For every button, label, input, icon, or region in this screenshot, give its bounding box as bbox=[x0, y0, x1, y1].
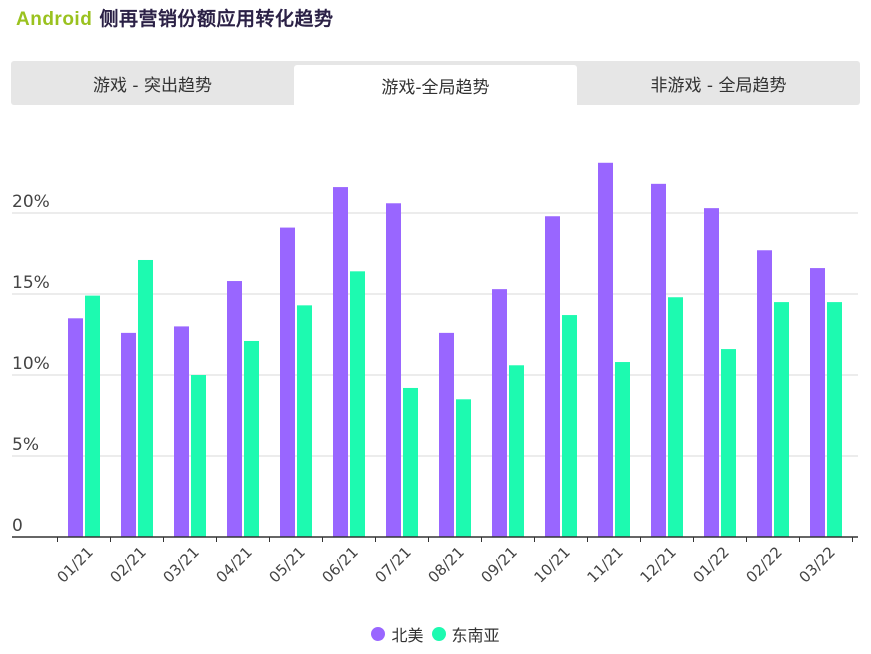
bar-north-america bbox=[227, 281, 242, 537]
bar-north-america bbox=[386, 203, 401, 537]
x-tick-label: 03/22 bbox=[796, 543, 839, 586]
legend: 北美 东南亚 bbox=[0, 622, 871, 646]
bar-north-america bbox=[174, 326, 189, 537]
tab-nongames-global[interactable]: 非游戏 - 全局趋势 bbox=[650, 75, 787, 96]
bar-southeast-asia bbox=[350, 271, 365, 537]
bar-north-america bbox=[704, 208, 719, 537]
legend-label-north-america: 北美 bbox=[391, 626, 424, 645]
x-tick-label: 01/21 bbox=[54, 543, 97, 586]
x-tick-label: 12/21 bbox=[637, 543, 680, 586]
legend-dot-southeast-asia bbox=[431, 627, 446, 641]
bar-north-america bbox=[333, 187, 348, 537]
chart-title: Android 侧再营销份额应用转化趋势 bbox=[16, 4, 333, 31]
y-tick-label: 5% bbox=[12, 435, 39, 455]
legend-item-southeast-asia[interactable]: 东南亚 bbox=[431, 622, 500, 646]
x-tick-label: 04/21 bbox=[213, 543, 256, 586]
bar-southeast-asia bbox=[456, 399, 471, 537]
bar-north-america bbox=[810, 268, 825, 537]
bar-southeast-asia bbox=[668, 297, 683, 537]
y-tick-label: 20% bbox=[12, 192, 50, 212]
legend-label-southeast-asia: 东南亚 bbox=[451, 626, 500, 645]
x-tick-label: 02/22 bbox=[743, 543, 786, 586]
bar-southeast-asia bbox=[297, 305, 312, 537]
bar-southeast-asia bbox=[562, 315, 577, 537]
x-tick-label: 09/21 bbox=[478, 543, 521, 586]
bar-north-america bbox=[651, 183, 666, 537]
bar-southeast-asia bbox=[774, 302, 789, 537]
bar-southeast-asia bbox=[615, 362, 630, 537]
tab-games-highlight[interactable]: 游戏 - 突出趋势 bbox=[93, 75, 212, 96]
x-tick-label: 02/21 bbox=[107, 543, 150, 586]
brand-label: Android bbox=[16, 9, 93, 30]
bar-southeast-asia bbox=[138, 259, 153, 537]
x-tick-label: 08/21 bbox=[425, 543, 468, 586]
x-tick-label: 05/21 bbox=[266, 543, 309, 586]
x-tick-label: 10/21 bbox=[531, 543, 574, 586]
y-tick-label: 0 bbox=[12, 516, 23, 536]
title-text: 侧再营销份额应用转化趋势 bbox=[92, 8, 334, 30]
bar-southeast-asia bbox=[85, 295, 100, 537]
x-tick-label: 01/22 bbox=[690, 543, 733, 586]
legend-item-north-america[interactable]: 北美 bbox=[371, 622, 424, 646]
bar-north-america bbox=[280, 227, 295, 537]
y-tick-label: 15% bbox=[12, 273, 50, 293]
x-tick-label: 03/21 bbox=[160, 543, 203, 586]
x-tick-label: 06/21 bbox=[319, 543, 362, 586]
tab-bar: 游戏 - 突出趋势 游戏-全局趋势 非游戏 - 全局趋势 bbox=[11, 61, 860, 105]
y-tick-label: 10% bbox=[12, 354, 50, 374]
bar-southeast-asia bbox=[244, 340, 259, 537]
bar-north-america bbox=[598, 162, 613, 537]
bar-north-america bbox=[492, 289, 507, 537]
tab-games-global[interactable]: 游戏-全局趋势 bbox=[294, 65, 577, 105]
bar-north-america bbox=[121, 332, 136, 537]
bar-north-america bbox=[68, 318, 83, 537]
bar-southeast-asia bbox=[191, 375, 206, 537]
bar-southeast-asia bbox=[403, 387, 418, 537]
bar-southeast-asia bbox=[509, 365, 524, 537]
bar-southeast-asia bbox=[827, 302, 842, 537]
legend-dot-north-america bbox=[371, 627, 386, 641]
bar-north-america bbox=[439, 332, 454, 537]
bar-southeast-asia bbox=[721, 349, 736, 537]
bar-north-america bbox=[545, 216, 560, 538]
bar-north-america bbox=[757, 250, 772, 537]
x-tick-label: 07/21 bbox=[372, 543, 415, 586]
x-tick-label: 11/21 bbox=[584, 543, 627, 586]
